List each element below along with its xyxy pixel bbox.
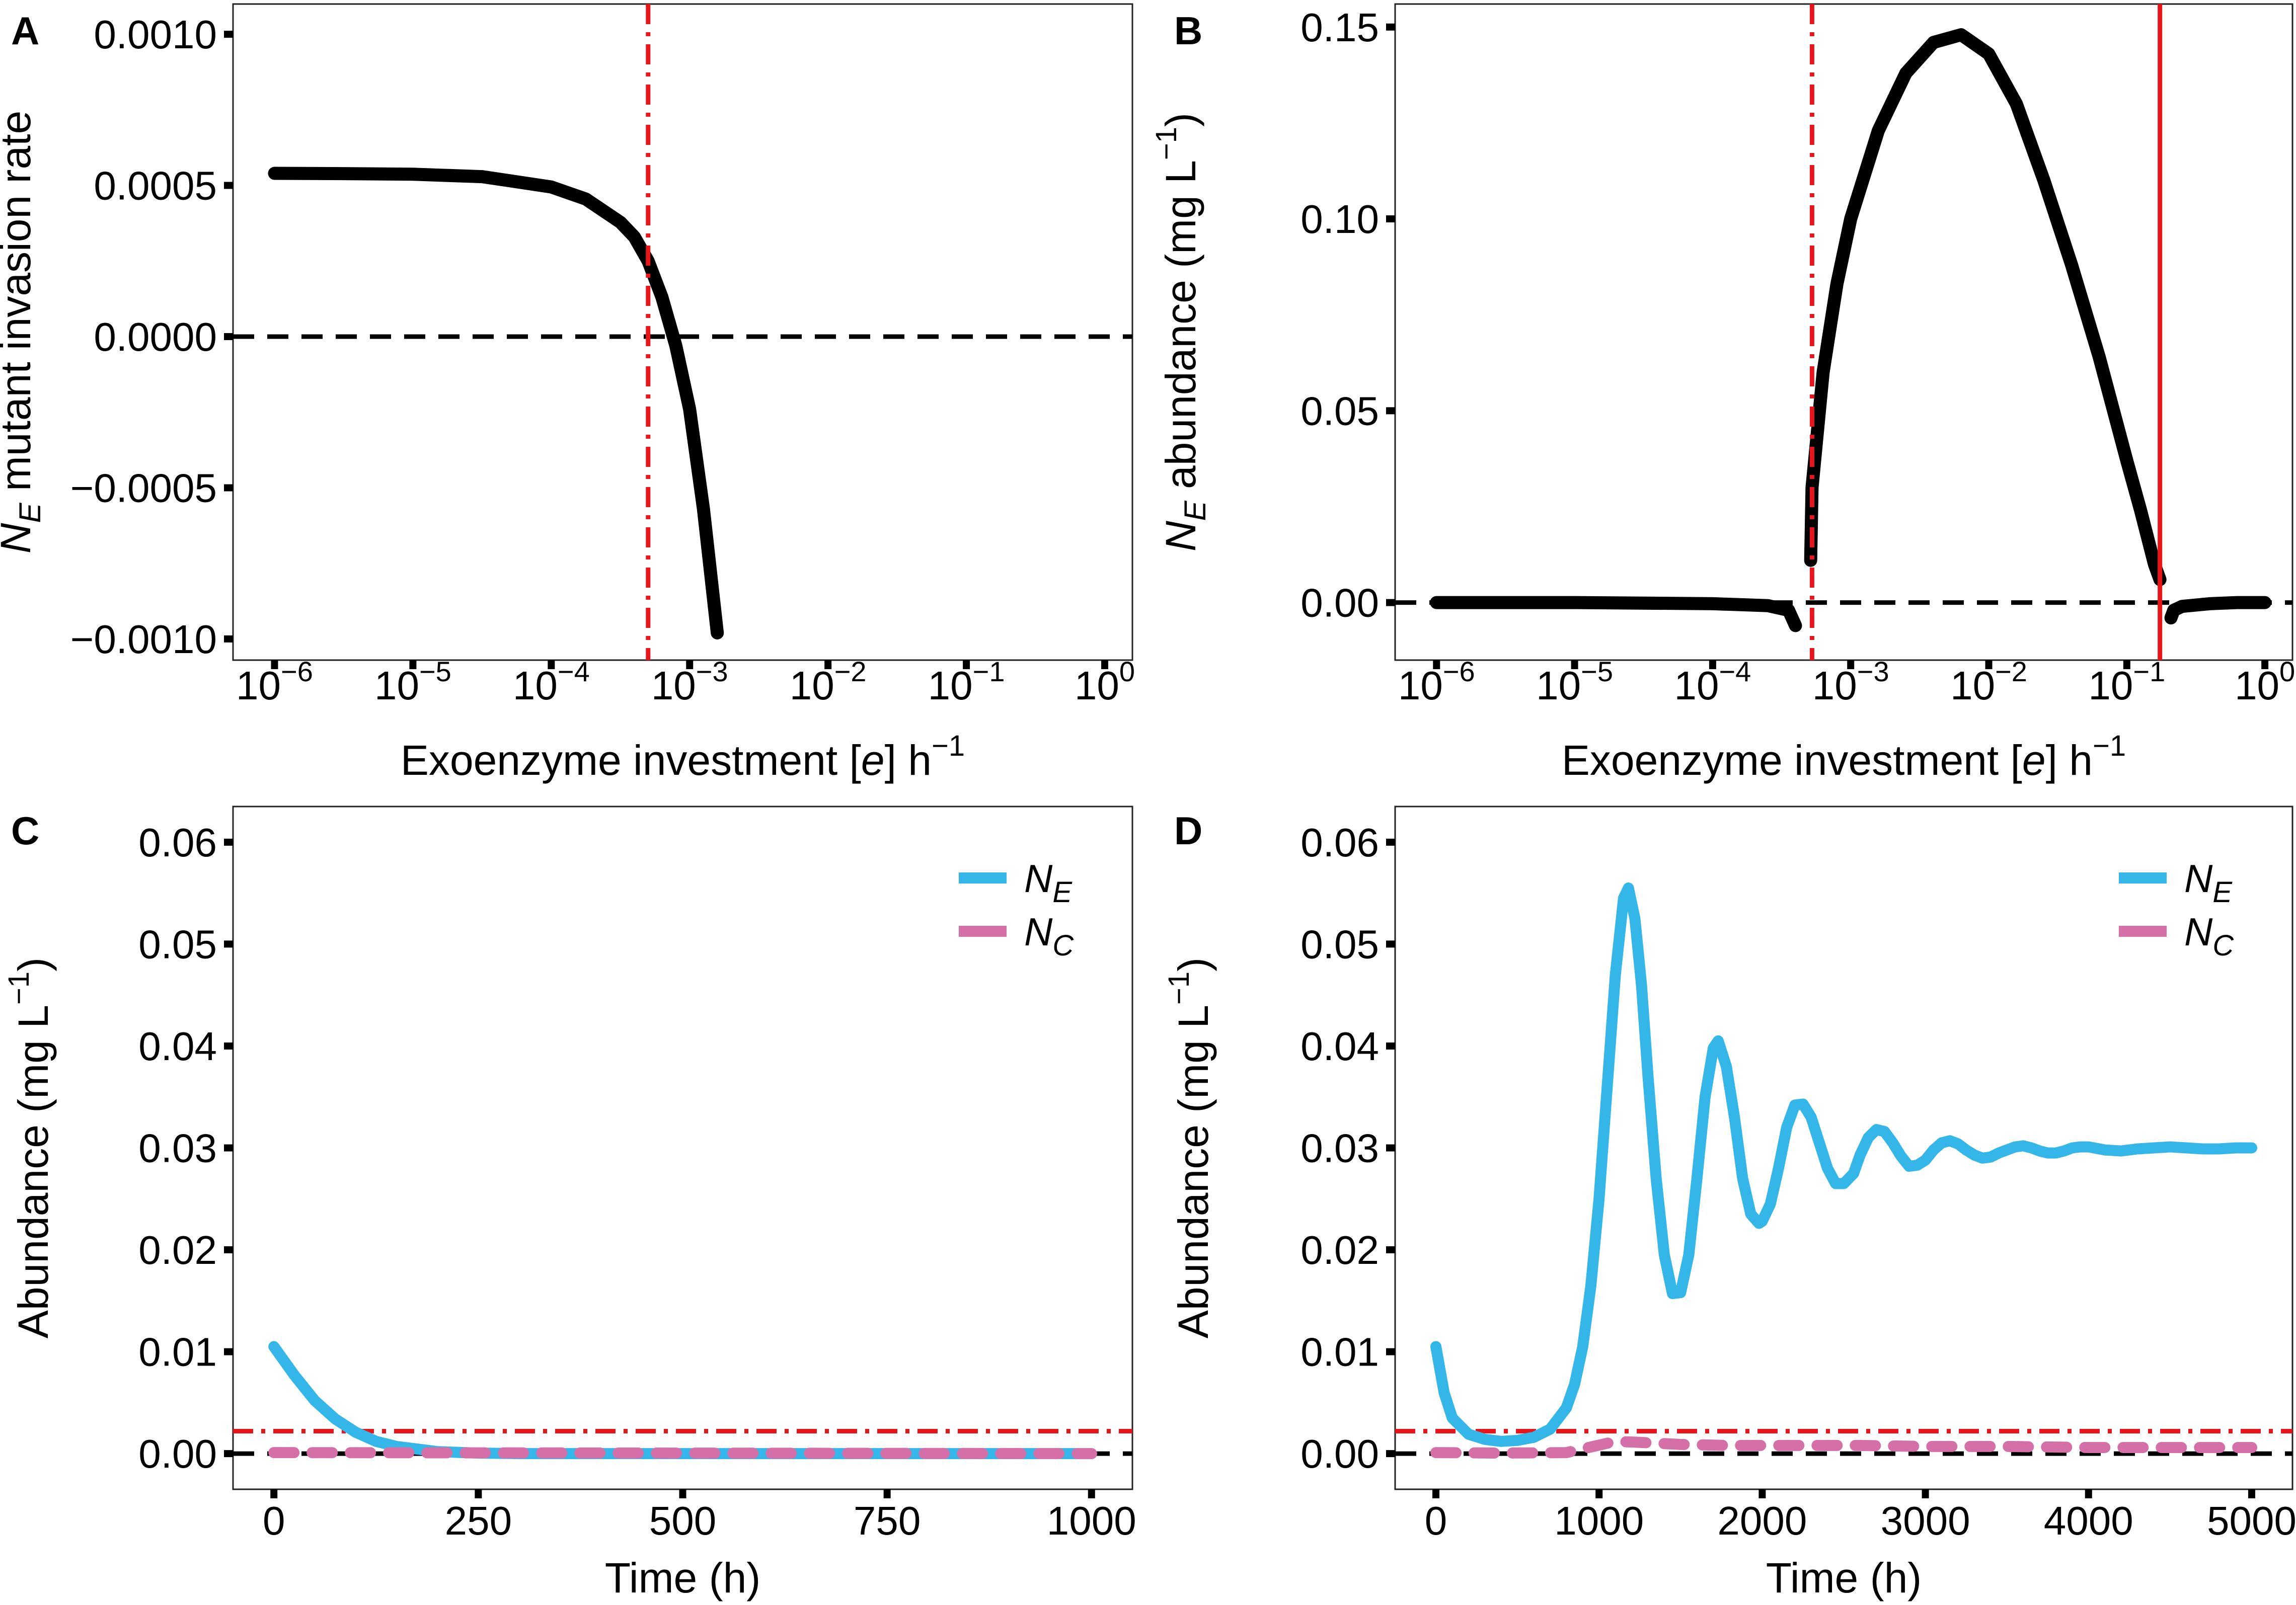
legend-label-c: NC [2184,910,2234,962]
x-tick-label: 10−5 [1536,656,1613,708]
x-tick-label: 10−6 [236,656,313,708]
x-axis-title: Exoenzyme investment [e] h−1 [1562,730,2126,784]
series-invasion-rate [268,167,724,639]
y-tick-label: 0.03 [1300,1126,1379,1171]
panel-c-letter: C [11,809,39,853]
x-axis-title: Time (h) [1766,1554,1922,1601]
x-tick-label: 10−1 [928,656,1005,708]
y-tick-label: 0.02 [138,1228,217,1272]
legend-label-c: NC [1024,910,1074,962]
y-tick-label: 0.00 [138,1431,217,1476]
x-tick-label: 750 [854,1498,921,1543]
x-tick-label: 1000 [1047,1498,1136,1543]
panel-b: B 0.00 0.05 0.10 0.15 10−6 10−5 10−4 10−3 10−2 10−… [1150,3,2295,784]
x-tick-label: 10−4 [1674,656,1751,708]
y-tick-label: 0.00 [1300,1431,1379,1476]
x-tick-label: 10−6 [1398,656,1475,708]
legend-label-e: NE [2184,856,2233,909]
series-viable-branch [1804,28,2167,586]
panel-c-frame [232,806,1133,1490]
series-n-e [268,1341,1097,1460]
y-tick-label: 0.01 [138,1330,217,1375]
legend-label-e: NE [1024,856,1073,909]
x-tick-label: 0 [1425,1498,1447,1543]
x-tick-label: 5000 [2207,1498,2296,1543]
y-tick-label: 0.15 [1300,5,1379,50]
y-tick-label: 0.05 [1300,922,1379,967]
x-tick-label: 100 [2235,656,2295,708]
x-tick-label: 10−2 [1950,656,2027,708]
y-tick-label: 0.10 [1300,197,1379,242]
series-n-c [268,1447,1097,1460]
y-tick-label: 0.05 [1300,388,1379,433]
y-tick-label: 0.04 [1300,1024,1379,1069]
y-tick-label: 0.0000 [94,314,217,359]
panel-a-letter: A [11,9,39,53]
y-tick-label: 0.00 [1300,581,1379,625]
x-tick-label: 2000 [1717,1498,1807,1543]
panel-b-frame [1394,3,2293,661]
y-axis-title: NE abundance (mg L−1) [1150,113,1212,551]
series-n-c [1430,1435,2257,1459]
panel-d: D 0.00 0.01 0.02 0.03 0.04 0.05 0.06 0 1000 2000 30… [1163,806,2296,1601]
x-axis-title: Time (h) [605,1554,761,1601]
y-tick-label: 0.02 [1300,1228,1379,1272]
x-tick-label: 10−3 [651,656,728,708]
x-tick-label: 3000 [1881,1498,1970,1543]
x-tick-label: 500 [649,1498,716,1543]
panel-c: C 0.00 0.01 0.02 0.03 0.04 0.05 0.06 0 250 500 750 1… [3,806,1136,1601]
x-tick-label: 1000 [1554,1498,1644,1543]
panel-d-letter: D [1174,809,1202,853]
x-tick-label: 250 [445,1498,512,1543]
x-tick-label: 10−3 [1812,656,1889,708]
y-axis-title: Abundance (mg L−1) [1163,957,1217,1338]
y-tick-label: 0.06 [1300,820,1379,865]
x-axis-title: Exoenzyme investment [e] h−1 [401,730,965,784]
y-tick-label: −0.0010 [70,617,217,662]
panel-b-letter: B [1174,9,1202,53]
panel-a-frame [232,3,1133,661]
y-tick-label: 0.01 [1300,1330,1379,1375]
y-tick-label: 0.0005 [94,164,217,208]
series-n-e [1430,882,2257,1447]
x-tick-label: 10−5 [374,656,451,708]
y-tick-label: 0.0010 [94,12,217,57]
series-low-branch [1430,596,1802,632]
x-tick-label: 100 [1075,656,1135,708]
y-tick-label: −0.0005 [70,465,217,510]
y-tick-label: 0.04 [138,1024,217,1069]
x-tick-label: 4000 [2044,1498,2133,1543]
y-tick-label: 0.06 [138,820,217,865]
series-high-branch [2164,596,2272,625]
y-tick-label: 0.05 [138,922,217,967]
x-tick-label: 10−4 [513,656,590,708]
y-axis-title: NE mutant invasion rate [0,111,47,553]
x-tick-label: 0 [263,1498,285,1543]
y-axis-title: Abundance (mg L−1) [3,957,57,1338]
x-tick-label: 10−2 [790,656,867,708]
x-tick-label: 10−1 [2088,656,2165,708]
panel-a: A 0.0010 0.0005 0.0000 −0.0005 −0.0010 10−6 10−… [0,3,1135,784]
y-tick-label: 0.03 [138,1126,217,1171]
